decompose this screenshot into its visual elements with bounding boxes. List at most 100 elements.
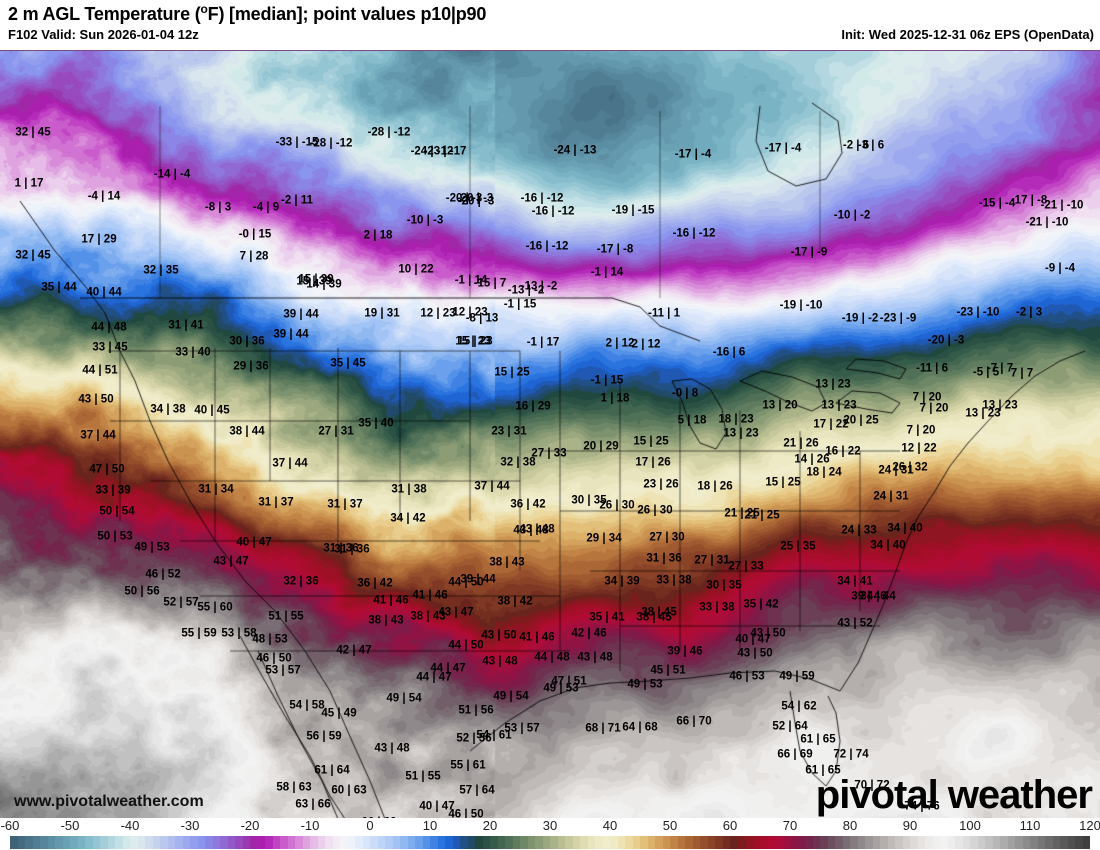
point-value-label: 15 | 25 — [633, 435, 669, 448]
colorbar-segment — [407, 836, 415, 849]
brand-watermark: pivotal weather — [815, 773, 1093, 817]
colorbar-segment — [790, 836, 798, 849]
colorbar-tick: 0 — [366, 818, 374, 833]
colorbar-segment — [92, 836, 100, 849]
colorbar-segment — [910, 836, 918, 849]
point-value-label: 51 | 55 — [268, 610, 304, 623]
point-value-label: 23 | 31 — [491, 425, 527, 438]
colorbar-tick: 100 — [959, 818, 981, 833]
colorbar-segment — [242, 836, 250, 849]
point-value-label: 49 | 59 — [779, 670, 815, 683]
colorbar-segment — [167, 836, 175, 849]
colorbar-segment — [617, 836, 625, 849]
point-value-label: 34 | 42 — [390, 512, 426, 525]
point-value-label: -28 | -12 — [309, 137, 353, 150]
point-value-label: 43 | 50 — [737, 647, 773, 660]
point-value-label: -9 | -4 — [1044, 262, 1076, 275]
colorbar-segment — [745, 836, 753, 849]
colorbar-segment — [115, 836, 123, 849]
point-value-label: 18 | 23 — [718, 413, 754, 426]
colorbar-segment — [347, 836, 355, 849]
colorbar-segment — [197, 836, 205, 849]
title-main: 2 m AGL Temperature ( — [8, 4, 201, 24]
point-value-label: -16 | -12 — [672, 227, 716, 240]
colorbar-segment — [962, 836, 970, 849]
colorbar-segment — [1007, 836, 1015, 849]
colorbar-segment — [527, 836, 535, 849]
point-value-label: 15 | 25 — [494, 366, 530, 379]
colorbar-tick: 60 — [722, 818, 738, 833]
colorbar-segment — [610, 836, 618, 849]
point-value-label: 38 | 42 — [497, 595, 533, 608]
colorbar-segment — [400, 836, 408, 849]
colorbar-segment — [287, 836, 295, 849]
point-value-label: -19 | -2 — [841, 312, 879, 325]
point-value-label: 74 | 76 — [904, 800, 940, 813]
point-value-label: 45 | 49 — [321, 707, 357, 720]
colorbar-segment — [70, 836, 78, 849]
colorbar-segment — [632, 836, 640, 849]
point-value-label: 12 | 22 — [901, 442, 937, 455]
point-value-label: -21 | -10 — [1040, 199, 1084, 212]
colorbar-segment — [392, 836, 400, 849]
point-value-label: 25 | 35 — [780, 540, 816, 553]
point-value-label: 55 | 60 — [197, 601, 233, 614]
point-value-label: 39 | 44 — [283, 308, 319, 321]
point-value-label: 31 | 36 — [334, 543, 370, 556]
colorbar-segment — [640, 836, 648, 849]
colorbar-segment — [107, 836, 115, 849]
colorbar-segment — [850, 836, 858, 849]
point-value-label: 43 | 47 — [213, 555, 249, 568]
point-value-label: 44 | 50 — [448, 576, 484, 589]
colorbar-segment — [542, 836, 550, 849]
point-value-label: -17 | -4 — [764, 142, 802, 155]
point-value-label: -20 | -3 — [927, 334, 965, 347]
colorbar-segment — [430, 836, 438, 849]
point-value-label: 43 | 48 — [374, 742, 410, 755]
colorbar-segment — [662, 836, 670, 849]
colorbar-segment — [535, 836, 543, 849]
colorbar-segment — [835, 836, 843, 849]
point-value-label: 24 | 31 — [878, 464, 914, 477]
point-value-label: -17 | -4 — [674, 148, 712, 161]
colorbar-segment — [40, 836, 48, 849]
point-value-label: 32 | 45 — [15, 126, 51, 139]
point-value-label: -23 | -17 — [423, 145, 467, 158]
point-value-label: 30 | 36 — [229, 335, 265, 348]
point-value-label: 27 | 31 — [694, 554, 730, 567]
point-value-label: 40 | 44 — [86, 286, 122, 299]
colorbar-segment — [1000, 836, 1008, 849]
colorbar-segment — [445, 836, 453, 849]
point-value-label: 33 | 38 — [656, 574, 692, 587]
point-value-label: 44 | 48 — [91, 321, 127, 334]
map-panel[interactable]: 32 | 45 1 | 17 -4 | 14 17 | 29 32 | 45 32 | 3… — [0, 50, 1100, 820]
point-value-label: 38 | 43 — [368, 614, 404, 627]
point-value-label: 58 | 63 — [276, 781, 312, 794]
point-value-label: 42 | 47 — [336, 644, 372, 657]
point-value-label: -15 | 7 — [473, 277, 507, 290]
point-value-label: 13 | 23 — [965, 407, 1001, 420]
point-value-label: 33 | 45 — [92, 341, 128, 354]
point-value-label: 46 | 52 — [145, 568, 181, 581]
point-value-label: 26 | 32 — [892, 461, 928, 474]
point-value-label: 70 | 72 — [854, 779, 890, 792]
point-value-label: 27 | 33 — [531, 447, 567, 460]
colorbar-segment — [917, 836, 925, 849]
point-value-label: -15 | -4 — [978, 197, 1016, 210]
colorbar-segment — [460, 836, 468, 849]
point-value-label: 53 | 57 — [265, 664, 301, 677]
point-value-label: 1 | 18 — [600, 392, 630, 405]
point-value-label: 44 | 48 — [534, 651, 570, 664]
point-value-label: 35 | 40 — [358, 417, 394, 430]
colorbar-tick: 50 — [662, 818, 678, 833]
point-value-label: 7 | 20 — [912, 391, 942, 404]
colorbar-segment — [655, 836, 663, 849]
colorbar-segment — [212, 836, 220, 849]
colorbar-segment — [100, 836, 108, 849]
colorbar-segment — [602, 836, 610, 849]
colorbar-tick: 80 — [842, 818, 858, 833]
point-value-label: -16 | -12 — [520, 192, 564, 205]
colorbar-segment — [295, 836, 303, 849]
colorbar-segment — [362, 836, 370, 849]
title-degree-symbol: o — [200, 2, 208, 16]
